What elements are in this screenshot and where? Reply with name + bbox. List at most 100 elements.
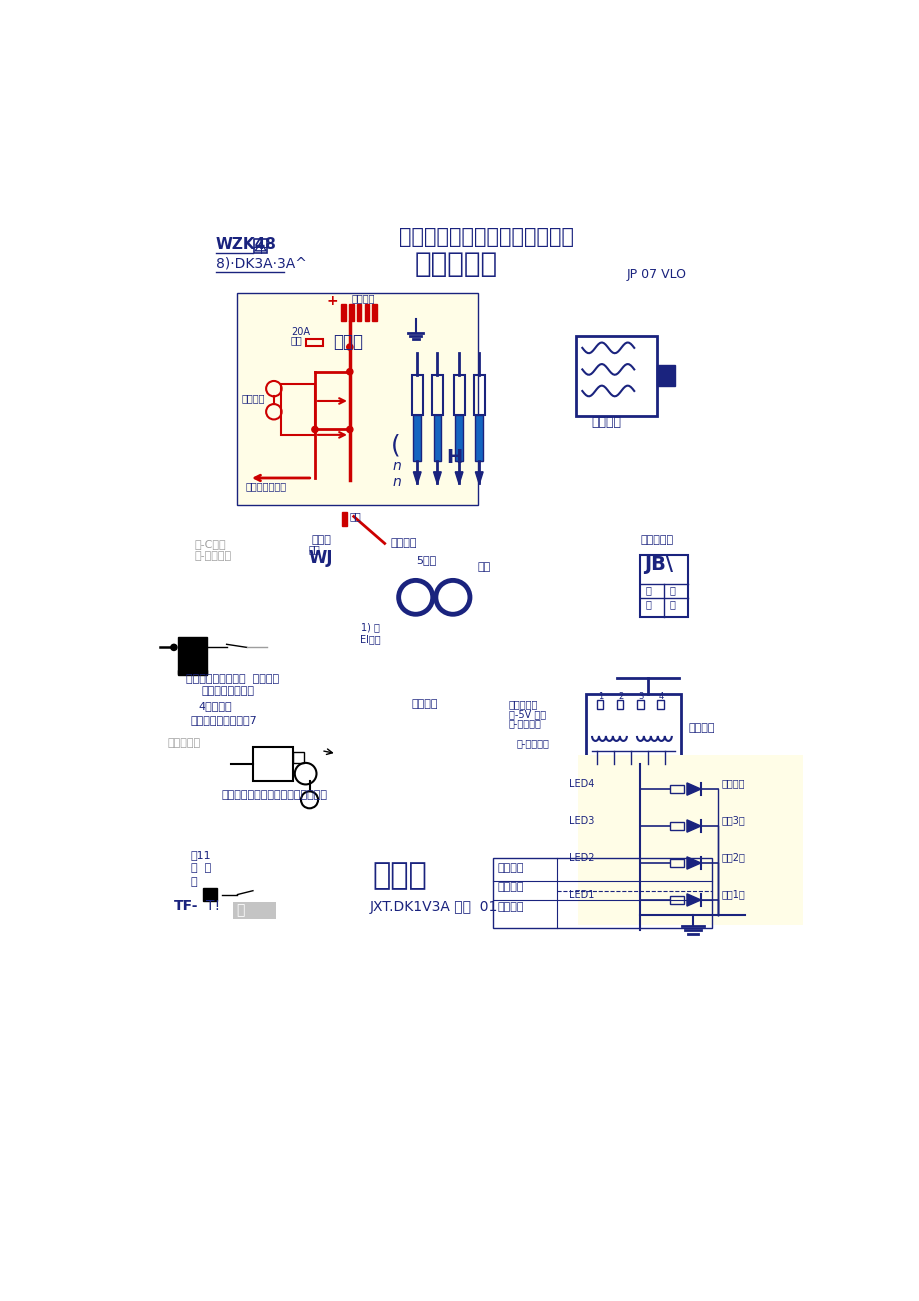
Text: 速度1档: 速度1档 [721, 889, 744, 899]
Circle shape [346, 427, 353, 432]
Text: LED2: LED2 [569, 852, 594, 863]
Text: 1: 1 [597, 692, 603, 701]
Bar [177, 636, 207, 674]
Bar [596, 700, 603, 709]
Text: 配案图号: 配案图号 [496, 902, 523, 912]
Bar [348, 304, 353, 321]
Polygon shape [433, 472, 441, 484]
Polygon shape [455, 472, 462, 484]
Text: 对搁时为屈速有地顺时针调而为加速: 对搁时为屈速有地顺时针调而为加速 [221, 790, 327, 800]
Text: 绿-调速信号: 绿-调速信号 [508, 718, 541, 729]
Text: 电池组: 电池组 [334, 333, 363, 351]
Text: 仪表和车灯电源: 仪表和车灯电源 [245, 481, 286, 490]
Text: 速11: 速11 [191, 850, 211, 860]
Text: 接线示意图: 接线示意图 [414, 250, 497, 277]
Text: 1) 黑: 1) 黑 [361, 622, 380, 632]
Bar [342, 511, 346, 526]
Text: 8)·DK3A·3A^: 8)·DK3A·3A^ [216, 256, 306, 271]
Bar [432, 375, 442, 415]
Bar [202, 887, 216, 902]
Text: JB\: JB\ [643, 556, 673, 574]
Text: 连-助力标号: 连-助力标号 [194, 550, 231, 561]
Bar [669, 786, 683, 792]
Text: 橡红: 橡红 [349, 511, 361, 520]
Text: (: ( [391, 433, 400, 458]
Text: 黄: 黄 [669, 585, 675, 596]
Text: 格-C之源: 格-C之源 [194, 540, 225, 549]
Text: El母中: El母中 [359, 634, 380, 644]
Bar [617, 700, 623, 709]
Text: 助力线: 助力线 [311, 536, 331, 545]
Text: 亚  就: 亚 就 [191, 864, 211, 873]
Bar [357, 304, 361, 321]
Text: 帧-5V 电源: 帧-5V 电源 [508, 709, 545, 718]
Bar [585, 693, 680, 765]
Bar [637, 700, 643, 709]
Circle shape [346, 343, 353, 350]
Polygon shape [686, 894, 700, 905]
Text: 保险: 保险 [289, 336, 301, 345]
Text: 前: 前 [644, 585, 651, 596]
Text: 电池食检: 电池食检 [351, 293, 374, 303]
Text: JXT.DK1V3A 多头  01: JXT.DK1V3A 多头 01 [369, 900, 497, 915]
Text: 速度2档: 速度2档 [721, 852, 745, 861]
Text: LED1: LED1 [569, 890, 594, 899]
Bar [669, 822, 683, 830]
Text: 朝速刹年发: 朝速刹年发 [508, 700, 538, 709]
Text: 产品型号: 产品型号 [496, 863, 523, 873]
Text: 20A: 20A [291, 327, 311, 337]
Text: 4州选择殃: 4州选择殃 [199, 701, 233, 710]
Text: LED4: LED4 [569, 779, 594, 788]
Text: 三档电子变速型无刷电机限制器: 三档电子变速型无刷电机限制器 [399, 228, 573, 247]
Text: n: n [392, 459, 401, 474]
Text: 些: 些 [191, 877, 198, 887]
Text: 前档: 前档 [309, 545, 320, 554]
Text: 电锁开关: 电锁开关 [241, 393, 265, 403]
Bar [473, 375, 484, 415]
Text: 充电指示: 充电指示 [721, 778, 744, 788]
Text: 2: 2 [618, 692, 622, 701]
Polygon shape [686, 820, 700, 833]
Text: 座斯时为普通果车与7: 座斯时为普通果车与7 [191, 714, 257, 725]
Bar [255, 239, 267, 254]
Text: 幅: 幅 [669, 600, 675, 609]
Bar [433, 415, 441, 461]
Bar [640, 556, 687, 617]
Text: 频: 频 [235, 903, 244, 917]
Text: 期线: 期线 [477, 562, 491, 572]
Text: 粗红料果: 粗红料果 [390, 537, 416, 548]
Text: 黄: 黄 [644, 600, 651, 609]
Text: 品不接头: 品不接头 [687, 722, 714, 732]
Bar [455, 415, 462, 461]
Text: 三城电线: 三城电线 [591, 416, 621, 429]
Bar [657, 700, 663, 709]
Bar [341, 304, 346, 321]
Text: WZK48: WZK48 [216, 237, 277, 251]
Text: 黑星精黄: 黑星精黄 [412, 700, 437, 709]
Bar [578, 755, 802, 925]
Bar [364, 304, 369, 321]
Text: 限速线百一: 限速线百一 [167, 738, 200, 748]
Bar [413, 415, 421, 461]
Text: 接线图: 接线图 [372, 861, 427, 891]
Bar [453, 375, 464, 415]
Text: LED3: LED3 [569, 816, 594, 826]
Text: TF-: TF- [174, 899, 199, 913]
Text: 设计图号: 设计图号 [496, 882, 523, 892]
Text: 霍尔信号线: 霍尔信号线 [640, 536, 673, 545]
Text: T!: T! [206, 899, 221, 913]
Polygon shape [413, 472, 421, 484]
Polygon shape [475, 472, 482, 484]
Bar [657, 364, 674, 386]
Text: 拨转把上的按破开关  母独随一: 拨转把上的按破开关 母独随一 [186, 674, 279, 684]
Circle shape [171, 644, 176, 650]
Bar [305, 338, 323, 346]
Text: 5前黄: 5前黄 [415, 554, 436, 565]
Text: n: n [392, 475, 401, 489]
Bar [372, 304, 377, 321]
Bar [293, 752, 304, 762]
Circle shape [312, 427, 318, 432]
Bar [575, 336, 657, 416]
Bar [253, 748, 293, 782]
Bar [669, 859, 683, 866]
